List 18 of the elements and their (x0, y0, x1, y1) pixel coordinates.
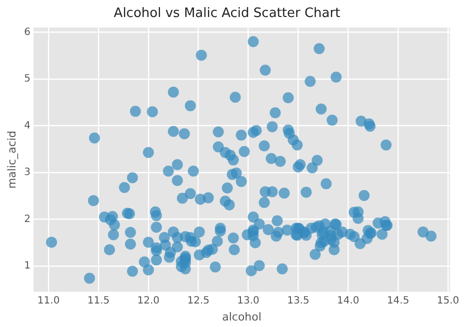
y-axis-title: malic_acid (5, 130, 18, 189)
x-tick-label: 13.0 (237, 295, 260, 306)
y-tick-label: 4 (24, 120, 31, 132)
x-tick-label: 13.5 (287, 295, 310, 306)
x-tick-label: 14.5 (386, 295, 410, 306)
x-tick-label: 12.0 (137, 295, 160, 306)
y-tick-label: 6 (24, 26, 31, 38)
x-axis-title: alcohol (222, 310, 262, 324)
chart-title: Alcohol vs Malic Acid Scatter Chart (114, 6, 340, 22)
y-tick-label: 3 (24, 167, 31, 178)
y-tick-label: 1 (24, 260, 31, 272)
y-tick-label: 2 (24, 214, 31, 225)
x-tick-label: 15.0 (436, 295, 460, 306)
y-tick-label: 5 (24, 74, 31, 85)
x-tick-label: 11.5 (87, 295, 110, 306)
x-tick-label: 14.0 (337, 295, 360, 306)
x-tick-label: 11.0 (37, 295, 60, 306)
x-tick-label: 12.5 (187, 295, 210, 306)
